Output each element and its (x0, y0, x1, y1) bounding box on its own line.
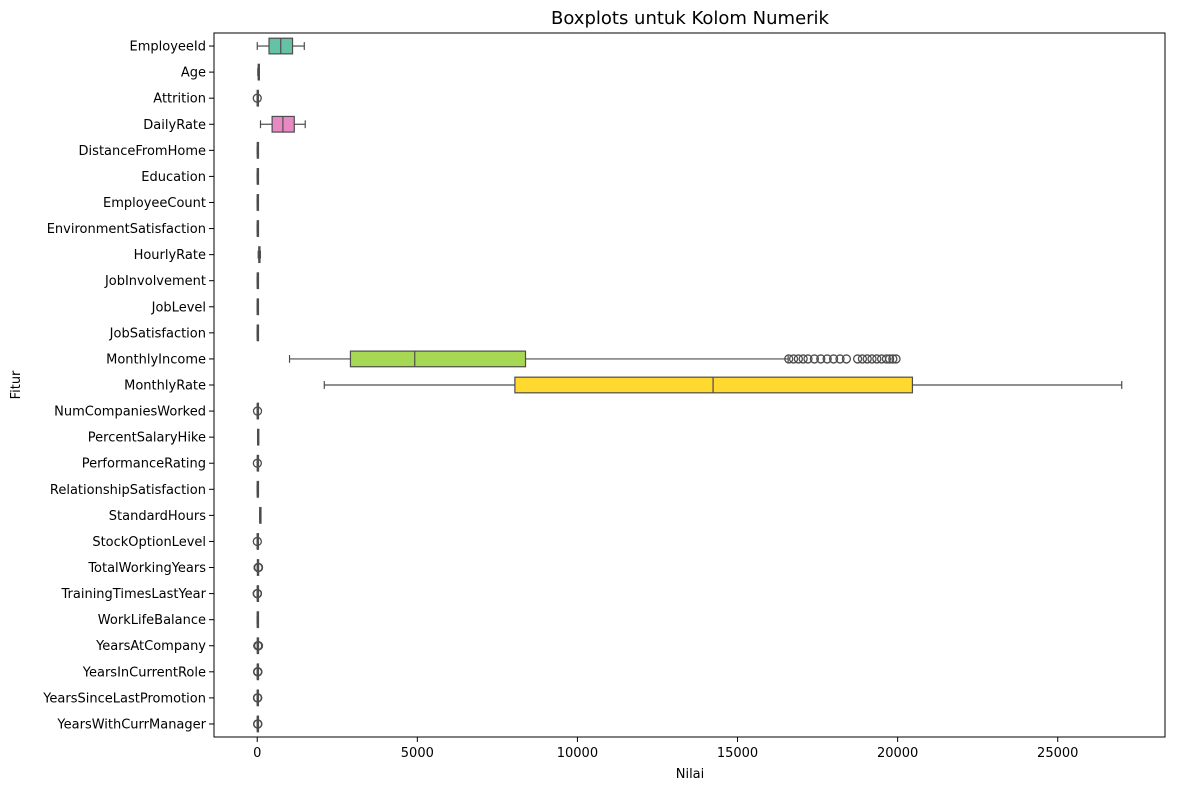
box-standardhours (259, 506, 262, 524)
y-tick-label: NumCompaniesWorked (54, 405, 206, 420)
y-tick-label: TrainingTimesLastYear (61, 587, 207, 602)
y-tick-label: YearsInCurrentRole (82, 665, 206, 680)
box-totalworkingyears (253, 559, 264, 576)
box-monthlyincome (288, 350, 901, 368)
box-yearsatcompany (253, 637, 264, 655)
outlier-point (841, 354, 852, 364)
outlier-point (788, 354, 799, 364)
y-tick-label: JobLevel (151, 300, 206, 315)
outlier-point (867, 354, 877, 364)
box-environmentsatisfaction (256, 220, 260, 237)
y-tick-label: YearsWithCurrManager (56, 717, 206, 732)
x-tick-label: 20000 (877, 746, 918, 761)
outlier-point (798, 354, 808, 364)
y-tick-label: YearsSinceLastPromotion (42, 691, 206, 706)
y-axis: EmployeeId Age Attrition DailyRate DistanceF… (42, 40, 214, 732)
box-jobinvolvement (256, 272, 260, 290)
y-tick-label: EmployeeCount (103, 196, 206, 211)
box-hourlyrate (257, 246, 262, 264)
chart-title: Boxplots untuk Kolom Numerik (551, 8, 830, 29)
y-tick-label: PerformanceRating (82, 457, 206, 472)
y-axis-label: Fitur (9, 370, 24, 399)
box-stockoptionlevel (252, 533, 262, 550)
outlier-point (816, 354, 826, 364)
outlier-point (872, 354, 882, 364)
box-yearsincurrentrole (253, 663, 263, 681)
outlier-point (253, 667, 263, 677)
outlier-point (784, 354, 794, 364)
outlier-point (253, 693, 263, 703)
x-tick-label: 5000 (401, 746, 434, 761)
outlier-point (822, 354, 832, 364)
outlier-point (862, 354, 872, 364)
y-tick-label: Age (181, 66, 206, 81)
x-tick-label: 10000 (557, 746, 598, 761)
box-worklifebalance (256, 611, 260, 629)
boxes-layer (252, 37, 1123, 733)
outlier-point (253, 562, 264, 573)
outlier-point (252, 458, 263, 468)
box-jobsatisfaction (256, 324, 260, 342)
y-tick-label: MonthlyIncome (106, 352, 206, 367)
y-tick-label: DistanceFromHome (79, 144, 206, 159)
y-tick-label: YearsAtCompany (95, 639, 206, 654)
outlier-point (809, 354, 820, 364)
box-dailyrate (259, 115, 306, 133)
box-percentsalaryhike (256, 428, 260, 446)
y-tick-label: DailyRate (143, 118, 206, 133)
box-trainingtimeslastyear (252, 585, 263, 603)
outlier-point (881, 354, 892, 364)
box-distancefromhome (256, 141, 260, 159)
box-yearswithcurrmanager (253, 715, 263, 733)
box-relationshipsatisfaction (256, 480, 260, 498)
x-axis: 0 5000 10000 15000 20000 25000 (253, 737, 1078, 761)
outlier-point (852, 354, 863, 364)
y-tick-label: EnvironmentSatisfaction (47, 222, 206, 237)
outlier-point (803, 354, 813, 364)
outlier-point (793, 354, 804, 364)
outlier-point (888, 354, 898, 364)
box-employeecount (256, 194, 260, 211)
y-tick-label: Education (141, 170, 206, 185)
x-tick-label: 0 (253, 746, 261, 761)
box-attrition (252, 89, 262, 107)
y-tick-label: Attrition (153, 92, 206, 107)
box-joblevel (256, 298, 260, 316)
y-tick-label: RelationshipSatisfaction (50, 483, 206, 498)
outlier-point (857, 354, 868, 364)
x-axis-label: Nilai (676, 767, 705, 782)
y-tick-label: WorkLifeBalance (98, 613, 206, 628)
iqr-box (349, 350, 527, 368)
y-tick-label: StandardHours (109, 509, 206, 524)
y-tick-label: JobInvolvement (104, 274, 206, 289)
outlier-point (891, 354, 901, 364)
box-age (257, 63, 260, 81)
y-tick-label: JobSatisfaction (109, 326, 206, 341)
y-tick-label: HourlyRate (134, 248, 206, 263)
y-tick-label: TotalWorkingYears (87, 561, 206, 576)
outlier-point (253, 719, 263, 729)
y-tick-label: EmployeeId (130, 40, 206, 55)
box-yearssincelastpromotion (252, 689, 263, 707)
x-tick-label: 15000 (717, 746, 758, 761)
box-employeeid (256, 37, 305, 55)
y-tick-label: StockOptionLevel (92, 535, 206, 550)
box-monthlyrate (323, 376, 1123, 394)
box-performancerating (252, 454, 263, 472)
outlier-point (884, 354, 895, 364)
outlier-point (252, 406, 263, 416)
outlier-point (252, 93, 262, 103)
outlier-point (835, 354, 845, 364)
outlier-point (253, 641, 264, 651)
outlier-point (252, 536, 262, 547)
x-tick-label: 25000 (1037, 746, 1078, 761)
box-numcompaniesworked (252, 402, 263, 420)
box-education (256, 167, 260, 185)
y-tick-label: MonthlyRate (124, 379, 206, 394)
y-tick-label: PercentSalaryHike (88, 431, 206, 446)
outlier-point (252, 588, 263, 599)
outlier-point (828, 354, 839, 364)
